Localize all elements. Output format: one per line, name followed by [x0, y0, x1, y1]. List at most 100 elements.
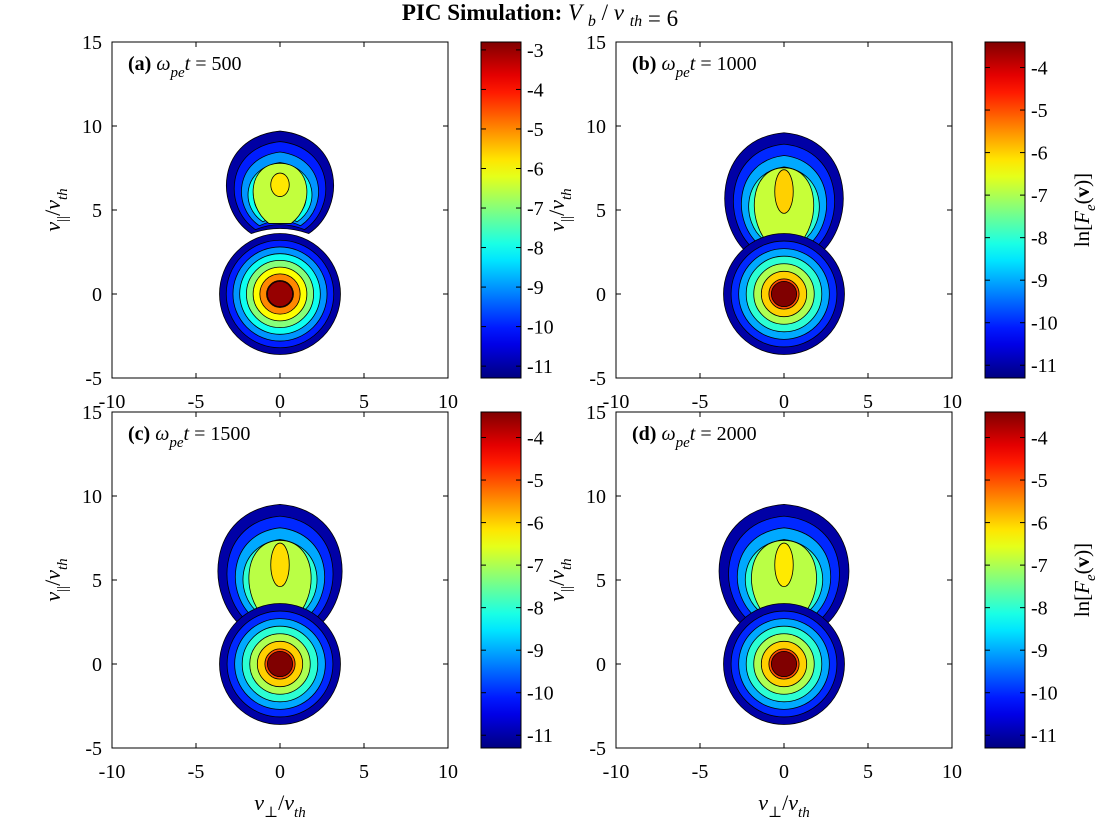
title-sub1: b [588, 13, 596, 30]
x-tick-label: -10 [99, 391, 126, 413]
y-tick-label: 5 [92, 570, 102, 592]
colorbar [984, 41, 1026, 379]
colorbar-tick-label: -8 [1031, 598, 1048, 620]
core-peak [266, 280, 293, 307]
beam-peak [774, 169, 794, 214]
y-tick-label: 10 [586, 116, 606, 138]
colorbar [480, 411, 522, 749]
x-tick-label: 5 [359, 391, 369, 413]
colorbar-tick-label: -7 [527, 198, 544, 220]
x-tick-label: -5 [188, 761, 205, 783]
title-suffix: = 6 [648, 6, 678, 31]
colorbar-tick-label: -11 [1031, 725, 1057, 747]
x-tick-label: 0 [275, 391, 285, 413]
y-tick-label: -5 [85, 738, 102, 760]
colorbar-tick-label: -3 [527, 40, 544, 62]
colorbar-label: ln[Fe(v)] [1070, 173, 1099, 247]
title-var1: V [568, 0, 585, 25]
x-tick-label: 10 [438, 391, 458, 413]
y-tick-label: 10 [82, 116, 102, 138]
y-tick-label: 15 [586, 32, 606, 54]
colorbar-tick-label: -6 [1031, 513, 1048, 535]
title-slash: / [602, 0, 609, 25]
y-tick-label: -5 [85, 368, 102, 390]
y-tick-label: 10 [586, 486, 606, 508]
core-peak [266, 651, 293, 678]
y-tick-label: 15 [82, 32, 102, 54]
colorbar-tick-label: -5 [527, 470, 544, 492]
colorbar-tick-label: -10 [1031, 683, 1058, 705]
colorbar-tick-label: -7 [1031, 555, 1048, 577]
y-axis-label: v||/vth [40, 558, 71, 601]
colorbar-tick-label: -9 [1031, 640, 1048, 662]
y-tick-label: 15 [82, 402, 102, 424]
colorbar-tick-label: -10 [527, 317, 554, 339]
title-sub2: th [630, 13, 642, 30]
title-var2: v [614, 0, 625, 25]
colorbar-tick-label: -11 [527, 356, 553, 378]
y-tick-label: 0 [92, 284, 102, 306]
y-tick-label: 5 [596, 200, 606, 222]
colorbar-tick-label: -5 [1031, 100, 1048, 122]
x-tick-label: -10 [603, 761, 630, 783]
y-tick-label: 0 [596, 284, 606, 306]
colorbar-tick-label: -4 [1031, 58, 1048, 80]
y-tick-label: 0 [92, 654, 102, 676]
x-tick-label: 5 [863, 391, 873, 413]
colorbar-tick-label: -7 [527, 555, 544, 577]
x-tick-label: 10 [942, 391, 962, 413]
beam-peak [774, 542, 794, 588]
x-axis-label: v⊥/vth [254, 790, 305, 821]
colorbar-tick-label: -4 [1031, 428, 1048, 450]
colorbar-tick-label: -11 [1031, 355, 1057, 377]
colorbar-tick-label: -4 [527, 79, 544, 101]
x-tick-label: -10 [99, 761, 126, 783]
panel-label: (b) ωpet = 1000 [632, 53, 757, 81]
y-tick-label: 10 [82, 486, 102, 508]
title-prefix: PIC Simulation: [402, 0, 562, 25]
colorbar-tick-label: -9 [1031, 270, 1048, 292]
colorbar-tick-label: -11 [527, 725, 553, 747]
y-tick-label: 15 [586, 402, 606, 424]
y-tick-label: 5 [92, 200, 102, 222]
colorbar-tick-label: -9 [527, 640, 544, 662]
x-tick-label: 0 [275, 761, 285, 783]
colorbar-tick-label: -8 [1031, 228, 1048, 250]
colorbar-tick-label: -6 [1031, 143, 1048, 165]
colorbar-tick-label: -10 [1031, 313, 1058, 335]
y-axis-label: v||/vth [40, 188, 71, 231]
x-tick-label: 10 [942, 761, 962, 783]
panel-label: (a) ωpet = 500 [128, 53, 241, 81]
x-tick-label: -5 [188, 391, 205, 413]
y-tick-label: -5 [589, 368, 606, 390]
x-tick-label: 5 [863, 761, 873, 783]
colorbar [480, 41, 522, 379]
y-tick-label: -5 [589, 738, 606, 760]
y-axis-label: v||/vth [544, 558, 575, 601]
colorbar-tick-label: -8 [527, 238, 544, 260]
colorbar-label: ln[Fe(v)] [1070, 543, 1099, 617]
x-tick-label: -5 [692, 391, 709, 413]
panel-label: (c) ωpet = 1500 [128, 423, 250, 451]
colorbar-tick-label: -7 [1031, 185, 1048, 207]
x-axis-label: v⊥/vth [758, 790, 809, 821]
figure-title: PIC Simulation: V b / v th = 6 [402, 0, 678, 31]
core-peak [771, 280, 798, 307]
colorbar-tick-label: -10 [527, 683, 554, 705]
x-tick-label: -10 [603, 391, 630, 413]
colorbar-tick-label: -6 [527, 513, 544, 535]
y-tick-label: 5 [596, 570, 606, 592]
colorbar-tick-label: -5 [1031, 470, 1048, 492]
panel-label: (d) ωpet = 2000 [632, 423, 757, 451]
core-peak [771, 651, 798, 678]
beam-peak [270, 542, 290, 588]
x-tick-label: 0 [779, 391, 789, 413]
x-tick-label: 10 [438, 761, 458, 783]
colorbar-tick-label: -6 [527, 158, 544, 180]
colorbar-tick-label: -8 [527, 598, 544, 620]
